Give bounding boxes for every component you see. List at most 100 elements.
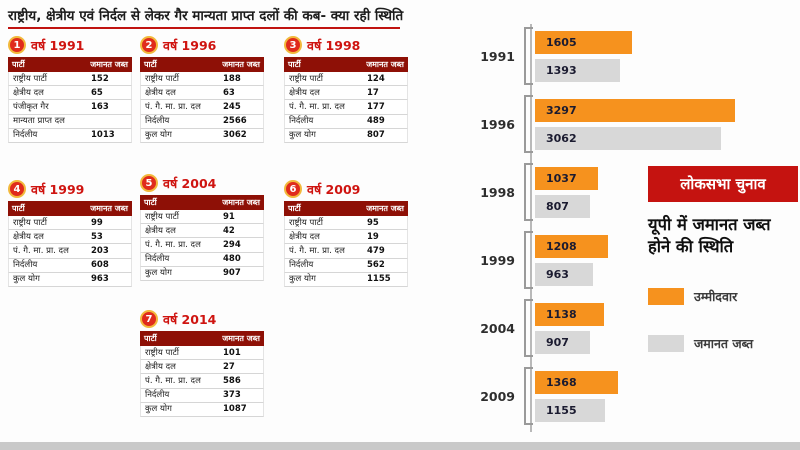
number-badge: 7 [140, 310, 158, 328]
table-row: क्षेत्रीय दल 65 [8, 86, 132, 101]
forfeit-count: 63 [223, 87, 235, 98]
title-underline [8, 27, 400, 29]
bar-chart: 1991 1605 1393 1996 3297 3062 1998 1037 807 1999 1… [478, 22, 800, 434]
year-table-header: 5 वर्ष 2004 [140, 174, 264, 192]
forfeit-count: 65 [91, 87, 103, 98]
party-name: क्षेत्रीय दल [289, 87, 320, 98]
forfeit-count: 177 [367, 101, 385, 112]
forfeited-value: 1155 [546, 403, 577, 417]
table-row: कुल योग 1087 [140, 402, 264, 417]
party-name: पं. गै. मा. प्रा. दल [145, 239, 201, 250]
table-row: राष्ट्रीय पार्टी 124 [284, 72, 408, 87]
candidates-value: 1605 [546, 35, 577, 49]
forfeit-count: 245 [223, 101, 241, 112]
year-prefix: वर्ष [163, 37, 178, 53]
forfeit-count: 294 [223, 239, 241, 250]
bar-group: 3297 3062 [535, 98, 735, 150]
chart-row-1998: 1998 1037 807 [478, 158, 800, 226]
column-headers: पार्टी जमानत जब्त [8, 57, 132, 72]
year-value: 2009 [325, 181, 361, 197]
forfeit-count: 27 [223, 361, 235, 372]
chart-axis-line [530, 24, 532, 432]
column-value: जमानत जब्त [90, 60, 128, 69]
year-table-header: 3 वर्ष 1998 [284, 36, 408, 54]
year-prefix: वर्ष [307, 37, 322, 53]
year-table-1996: 2 वर्ष 1996 पार्टी जमानत जब्त राष्ट्रीय पार्… [140, 36, 264, 143]
number-badge: 5 [140, 174, 158, 192]
party-name: पं. गै. मा. प्रा. दल [145, 375, 201, 386]
forfeit-count: 586 [223, 375, 241, 386]
column-party: पार्टी [144, 60, 157, 69]
forfeited-bar: 963 [535, 262, 593, 286]
party-name: क्षेत्रीय दल [13, 231, 44, 242]
number-badge: 6 [284, 180, 302, 198]
party-name: निर्दलीय [289, 116, 314, 127]
forfeit-count: 1155 [367, 274, 391, 285]
forfeit-count: 2566 [223, 116, 247, 127]
table-row: राष्ट्रीय पार्टी 95 [284, 216, 408, 231]
forfeit-count: 99 [91, 217, 103, 228]
column-party: पार्टी [288, 60, 301, 69]
candidates-bar: 1368 [535, 370, 618, 394]
chart-row-1991: 1991 1605 1393 [478, 22, 800, 90]
chart-side-panel: लोकसभा चुनाव यूपी में जमानत जब्त होने की… [648, 166, 798, 352]
forfeit-count: 203 [91, 245, 109, 256]
table-row: क्षेत्रीय दल 17 [284, 86, 408, 101]
chart-rows: 1991 1605 1393 1996 3297 3062 1998 1037 807 1999 1… [478, 22, 800, 434]
forfeit-count: 489 [367, 116, 385, 127]
party-name: पं. गै. मा. प्रा. दल [145, 101, 201, 112]
year-table-header: 4 वर्ष 1999 [8, 180, 132, 198]
year-table-2004: 5 वर्ष 2004 पार्टी जमानत जब्त राष्ट्रीय पार्… [140, 174, 264, 281]
year-label: वर्ष 1996 [163, 37, 216, 54]
year-table-1991: 1 वर्ष 1991 पार्टी जमानत जब्त राष्ट्रीय पार्… [8, 36, 132, 143]
number-badge: 1 [8, 36, 26, 54]
legend-swatch [648, 334, 684, 352]
forfeit-count: 152 [91, 73, 109, 84]
party-name: राष्ट्रीय पार्टी [13, 217, 47, 228]
column-value: जमानत जब्त [222, 60, 260, 69]
axis-bracket [524, 27, 533, 85]
candidates-bar: 3297 [535, 98, 735, 122]
bar-group: 1208 963 [535, 234, 608, 286]
candidates-bar: 1208 [535, 234, 608, 258]
forfeit-count: 42 [223, 225, 235, 236]
table-row: पंजीकृत गैर 163 [8, 100, 132, 115]
party-name: कुल योग [145, 268, 172, 279]
column-value: जमानत जब्त [366, 60, 404, 69]
forfeit-count: 1013 [91, 130, 115, 141]
forfeit-count: 19 [367, 231, 379, 242]
candidates-value: 3297 [546, 103, 577, 117]
bar-group: 1037 807 [535, 166, 598, 218]
legend-swatch [648, 287, 684, 305]
forfeited-value: 3062 [546, 131, 577, 145]
table-row: निर्दलीय 608 [8, 258, 132, 273]
chart-year-label: 2009 [480, 388, 515, 404]
year-table-1998: 3 वर्ष 1998 पार्टी जमानत जब्त राष्ट्रीय पार्… [284, 36, 408, 143]
year-label: वर्ष 2009 [307, 181, 360, 198]
column-headers: पार्टी जमानत जब्त [8, 201, 132, 216]
year-table-header: 7 वर्ष 2014 [140, 310, 264, 328]
party-name: कुल योग [145, 130, 172, 141]
table-row: कुल योग 907 [140, 266, 264, 281]
party-name: कुल योग [289, 130, 316, 141]
chart-subtitle: यूपी में जमानत जब्त होने की स्थिति [648, 215, 771, 256]
table-row: राष्ट्रीय पार्टी 188 [140, 72, 264, 87]
forfeited-value: 1393 [546, 63, 577, 77]
table-row: राष्ट्रीय पार्टी 99 [8, 216, 132, 231]
party-name: कुल योग [145, 404, 172, 415]
forfeit-count: 480 [223, 254, 241, 265]
chart-title: लोकसभा चुनाव [648, 166, 798, 202]
year-value: 1998 [325, 37, 361, 53]
year-prefix: वर्ष [163, 175, 178, 191]
candidates-value: 1208 [546, 239, 577, 253]
party-name: पं. गै. मा. प्रा. दल [13, 245, 69, 256]
axis-bracket [524, 163, 533, 221]
year-table-2009: 6 वर्ष 2009 पार्टी जमानत जब्त राष्ट्रीय पार्… [284, 180, 408, 287]
party-name: क्षेत्रीय दल [145, 87, 176, 98]
party-name: क्षेत्रीय दल [13, 87, 44, 98]
axis-bracket [524, 95, 533, 153]
column-headers: पार्टी जमानत जब्त [140, 331, 264, 346]
bar-group: 1368 1155 [535, 370, 618, 422]
legend-item: उम्मीदवार [648, 287, 798, 305]
forfeit-count: 53 [91, 231, 103, 242]
